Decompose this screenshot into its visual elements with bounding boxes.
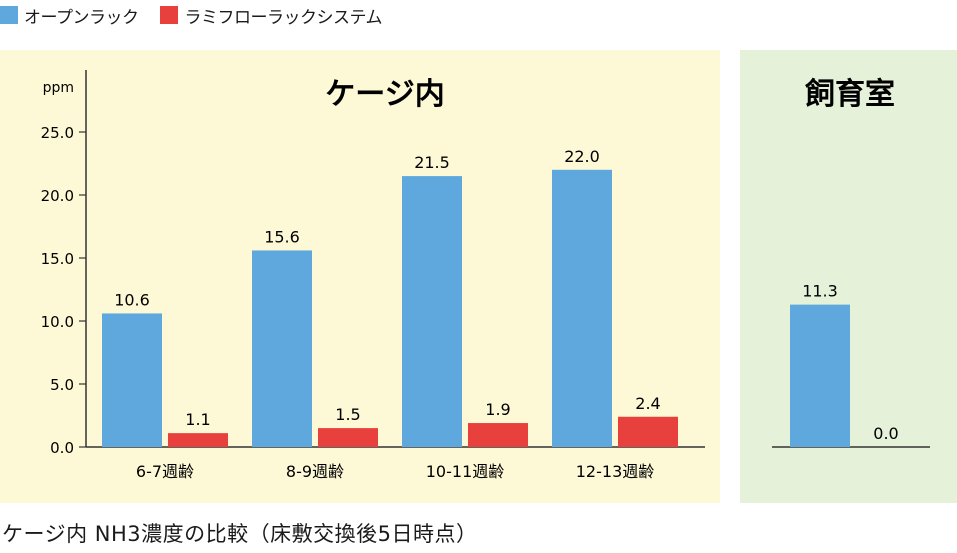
y-tick-label: 0.0 bbox=[50, 439, 74, 457]
bar-lamiflow bbox=[318, 428, 378, 447]
y-tick-label: 20.0 bbox=[41, 187, 74, 205]
y-axis-unit-label: ppm bbox=[43, 80, 74, 96]
legend-item-lamiflow: ラミフローラックシステム bbox=[160, 3, 382, 28]
legend-item-open-rack: オープンラック bbox=[0, 3, 139, 28]
room-bar-value-label: 0.0 bbox=[873, 424, 898, 443]
cage-chart-title: ケージ内 bbox=[325, 77, 444, 112]
bar-open-rack bbox=[252, 250, 312, 447]
bar-open-rack bbox=[552, 169, 612, 448]
bar-value-label: 2.4 bbox=[635, 394, 660, 413]
x-category-label: 8-9週齢 bbox=[286, 462, 344, 481]
legend-swatch-lamiflow bbox=[160, 6, 179, 24]
bar-value-label: 1.5 bbox=[335, 405, 360, 424]
room-bar-open-rack bbox=[790, 304, 850, 447]
figure-caption: ケージ内 NH3濃度の比較（床敷交換後5日時点） bbox=[2, 522, 478, 546]
legend-label-open-rack: オープンラック bbox=[24, 7, 139, 28]
y-tick-label: 15.0 bbox=[41, 250, 74, 268]
bar-value-label: 22.0 bbox=[564, 147, 600, 166]
y-tick-label: 10.0 bbox=[41, 313, 74, 331]
bar-value-label: 1.9 bbox=[485, 400, 510, 419]
legend: オープンラック ラミフローラックシステム bbox=[0, 3, 404, 28]
bar-open-rack bbox=[402, 176, 462, 447]
bar-lamiflow bbox=[468, 423, 528, 447]
room-bar-value-label: 11.3 bbox=[802, 282, 838, 301]
bar-value-label: 1.1 bbox=[185, 410, 210, 429]
legend-label-lamiflow: ラミフローラックシステム bbox=[184, 7, 382, 28]
bar-value-label: 10.6 bbox=[114, 290, 150, 309]
room-chart-title: 飼育室 bbox=[805, 77, 895, 112]
bar-lamiflow bbox=[168, 433, 228, 447]
bar-open-rack bbox=[102, 313, 162, 447]
bar-value-label: 21.5 bbox=[414, 153, 450, 172]
y-tick-label: 25.0 bbox=[41, 124, 74, 142]
x-category-label: 12-13週齢 bbox=[576, 462, 655, 481]
legend-swatch-open-rack bbox=[0, 6, 18, 24]
x-category-label: 6-7週齢 bbox=[136, 462, 194, 481]
x-category-label: 10-11週齢 bbox=[426, 462, 505, 481]
bar-lamiflow bbox=[618, 416, 678, 447]
bar-value-label: 15.6 bbox=[264, 227, 300, 246]
y-tick-label: 5.0 bbox=[50, 376, 74, 394]
